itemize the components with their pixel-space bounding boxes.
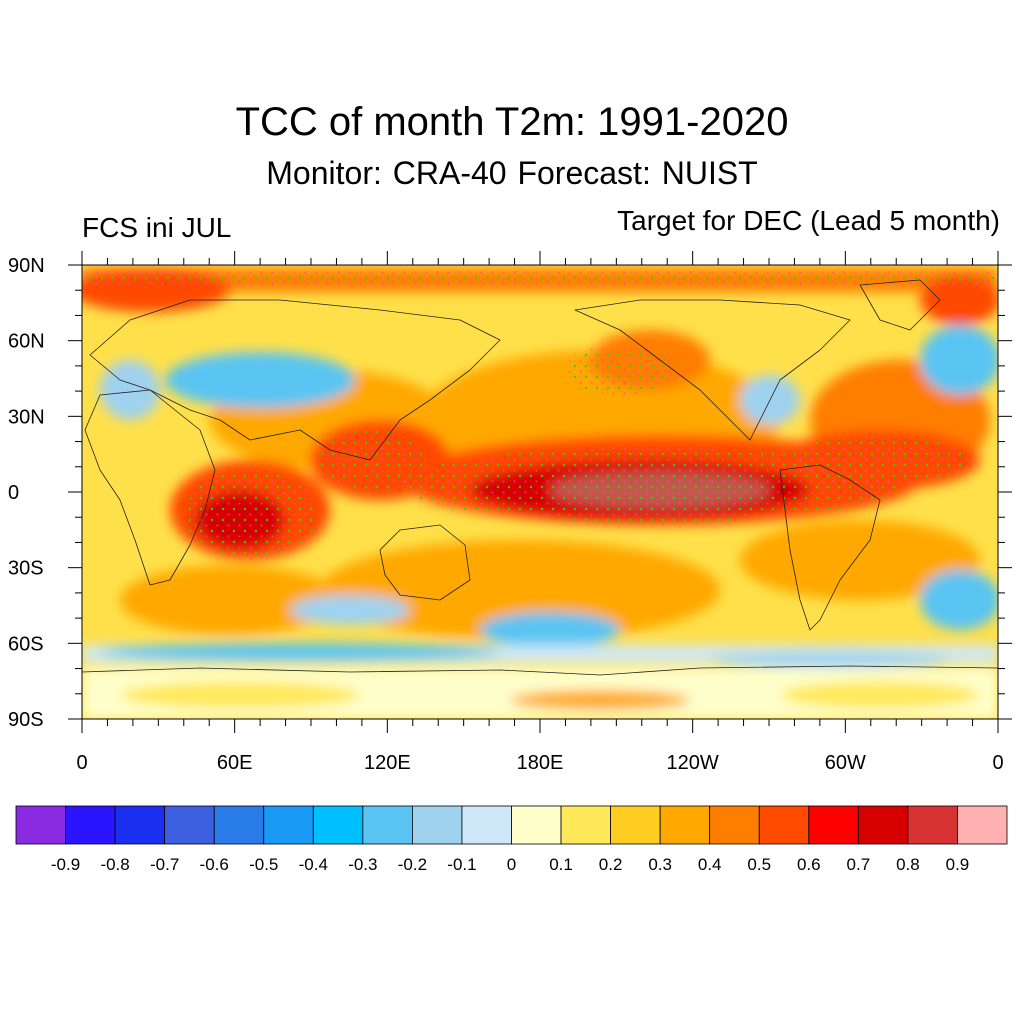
- colorbar-label: 0.8: [896, 855, 920, 874]
- colorbar-swatch: [709, 805, 760, 845]
- colorbar-label: 0: [507, 855, 516, 874]
- colorbar-swatch: [411, 805, 463, 845]
- colorbar-label: -0.6: [200, 855, 229, 874]
- colorbar-label: -0.7: [150, 855, 179, 874]
- target-label: Target for DEC (Lead 5 month): [617, 205, 1000, 236]
- colorbar-swatch: [907, 805, 958, 845]
- latitude-axis: 90N 60N 30N 0 30S 60S 90S: [8, 255, 1012, 731]
- longitude-axis: 0 60E 120E 180E 120W 60W 0: [76, 251, 1004, 774]
- lon-label: 0: [76, 752, 87, 774]
- colorbar-swatch: [957, 805, 1008, 845]
- colorbar-swatch: [263, 805, 314, 845]
- lon-label: 180E: [517, 752, 564, 774]
- map-title: TCC of month T2m: 1991-2020: [235, 100, 789, 144]
- lon-label: 60W: [825, 752, 866, 774]
- colorbar-swatch: [511, 805, 562, 845]
- colorbar-label: 0.2: [599, 855, 623, 874]
- colorbar-label: 0.9: [946, 855, 970, 874]
- colorbar-swatch: [758, 805, 810, 845]
- colorbar-label: 0.3: [648, 855, 672, 874]
- colorbar-label: -0.5: [249, 855, 278, 874]
- lat-label: 90S: [8, 709, 44, 731]
- colorbar-label: 0.7: [847, 855, 871, 874]
- map-field: [82, 265, 998, 719]
- lat-label: 60N: [8, 331, 45, 353]
- colorbar-label: -0.3: [348, 855, 377, 874]
- colorbar-swatch: [15, 805, 66, 845]
- colorbar-label: -0.2: [398, 855, 427, 874]
- colorbar-label: 0.1: [549, 855, 573, 874]
- lon-label: 120E: [364, 752, 411, 774]
- colorbar-swatch: [461, 805, 512, 845]
- colorbar-swatch: [312, 805, 364, 845]
- colorbar-swatch: [213, 805, 265, 845]
- lon-label: 0: [992, 752, 1003, 774]
- colorbar-swatch: [164, 805, 215, 845]
- colorbar-swatch: [659, 805, 711, 845]
- colorbar-swatch: [808, 805, 859, 845]
- colorbar-label: -0.4: [299, 855, 328, 874]
- colorbar-swatch: [114, 805, 166, 845]
- lon-label: 60E: [217, 752, 253, 774]
- colorbar-label: 0.4: [698, 855, 722, 874]
- colorbar-label: -0.9: [51, 855, 80, 874]
- colorbar-label: -0.1: [447, 855, 476, 874]
- lon-label: 120W: [667, 752, 719, 774]
- lat-label: 0: [8, 482, 19, 504]
- colorbar-swatch: [857, 805, 909, 845]
- colorbar: -0.9 -0.8 -0.7 -0.6 -0.5 -0.4 -0.3 -0.2 -0.1 0 0.1…: [15, 805, 1008, 874]
- map-subtitle: Monitor: CRA-40 Forecast: NUIST: [266, 155, 758, 191]
- lat-label: 30S: [8, 558, 44, 580]
- lat-label: 90N: [8, 255, 45, 277]
- colorbar-swatch: [362, 805, 413, 845]
- colorbar-swatch: [65, 805, 116, 845]
- colorbar-label: 0.6: [797, 855, 821, 874]
- lat-label: 60S: [8, 633, 44, 655]
- init-label: FCS ini JUL: [82, 212, 232, 243]
- lat-label: 30N: [8, 406, 45, 428]
- colorbar-swatch: [560, 805, 611, 845]
- colorbar-swatch: [610, 805, 661, 845]
- colorbar-label: 0.5: [747, 855, 771, 874]
- colorbar-label: -0.8: [100, 855, 129, 874]
